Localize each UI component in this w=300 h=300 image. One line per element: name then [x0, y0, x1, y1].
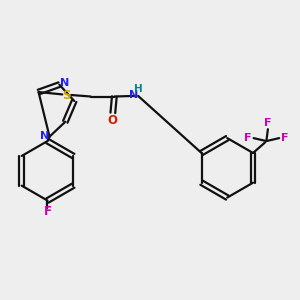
Text: N: N [60, 78, 69, 88]
Text: O: O [108, 114, 118, 127]
Text: N: N [40, 131, 49, 141]
Text: F: F [281, 133, 289, 143]
Text: F: F [264, 118, 272, 128]
Text: S: S [62, 88, 71, 101]
Text: H: H [134, 84, 142, 94]
Text: N: N [129, 90, 138, 100]
Text: F: F [244, 133, 251, 143]
Text: F: F [44, 205, 52, 218]
